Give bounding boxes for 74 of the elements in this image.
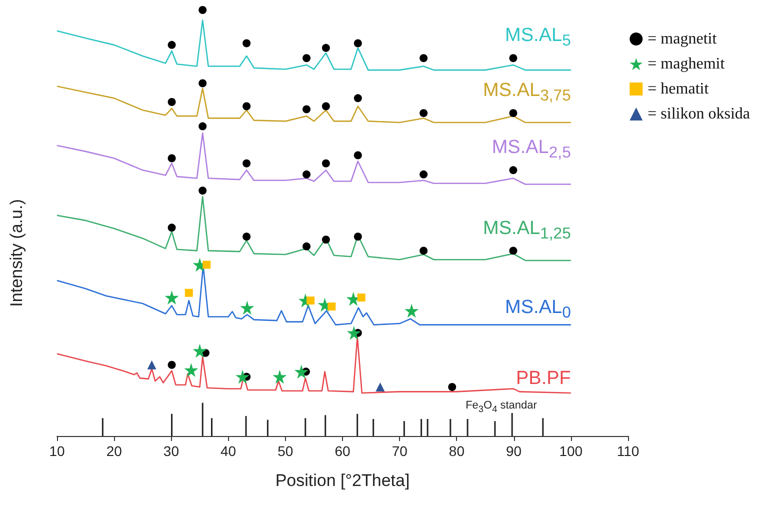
point	[420, 54, 428, 62]
point	[302, 105, 311, 114]
series-label: MS.AL$_{5}$	[505, 24, 571, 50]
series-label: Fe$_{3}$O$_{4}$ standar	[466, 400, 537, 414]
point	[242, 39, 251, 48]
point	[509, 246, 518, 255]
point	[509, 166, 518, 174]
legend-label: = hematit	[648, 80, 710, 98]
x-tick-label: 110	[616, 443, 640, 459]
x-tick-label: 10	[49, 443, 65, 459]
point	[302, 242, 311, 250]
point	[354, 151, 362, 160]
x-tick-label: 40	[220, 443, 236, 459]
point	[242, 232, 251, 241]
x-tick-label: 100	[559, 443, 583, 459]
point	[202, 260, 211, 269]
point	[376, 382, 385, 392]
y-axis-title: Intensity (a.u.)	[7, 199, 26, 307]
point	[420, 109, 428, 118]
point	[164, 290, 179, 305]
point	[306, 296, 315, 305]
point	[509, 109, 518, 118]
point	[322, 159, 330, 168]
point	[168, 98, 176, 106]
x-tick-label: 30	[163, 443, 180, 459]
point	[509, 54, 518, 62]
point	[168, 154, 176, 162]
point	[168, 360, 176, 369]
point	[420, 246, 428, 255]
x-axis-title: Position [°2Theta]	[275, 471, 410, 490]
point	[328, 302, 336, 310]
x-tick-label: 90	[506, 443, 522, 459]
point	[420, 170, 428, 178]
series-label: MS.AL$_{0}$	[505, 296, 571, 322]
x-tick-label: 70	[392, 443, 408, 459]
point	[302, 170, 311, 178]
x-tick-label: 20	[106, 443, 122, 459]
series-label: MS.AL$_{3,75}$	[483, 80, 571, 106]
point	[354, 232, 362, 241]
point	[354, 94, 362, 102]
point	[404, 304, 419, 318]
point	[357, 294, 366, 302]
point	[168, 40, 176, 49]
point	[198, 122, 207, 130]
point	[184, 288, 193, 297]
point	[322, 236, 330, 244]
point	[346, 326, 361, 340]
legend-label: = maghemit	[648, 56, 726, 72]
point	[322, 102, 330, 110]
point	[198, 79, 207, 88]
point	[192, 344, 207, 358]
x-tick-label: 60	[334, 443, 350, 459]
x-tick-label: 50	[278, 443, 294, 459]
point	[322, 44, 330, 52]
point	[240, 300, 254, 315]
point	[184, 362, 198, 377]
legend-label: = silikon oksida	[648, 106, 750, 122]
x-tick-label: 80	[448, 443, 465, 459]
point	[236, 370, 250, 384]
series-label: MS.AL$_{2,5}$	[492, 136, 571, 162]
series-label: MS.AL$_{1,25}$	[483, 217, 571, 243]
point	[354, 39, 362, 48]
point	[147, 360, 156, 370]
point	[242, 102, 251, 110]
point	[242, 159, 251, 168]
point	[168, 224, 176, 232]
point	[448, 383, 456, 392]
series-label: PB.PF	[516, 368, 571, 390]
point	[198, 6, 207, 14]
point	[294, 364, 308, 379]
legend-label: = magnetit	[648, 30, 718, 48]
point	[302, 54, 311, 62]
point	[272, 370, 287, 384]
point	[198, 186, 207, 195]
